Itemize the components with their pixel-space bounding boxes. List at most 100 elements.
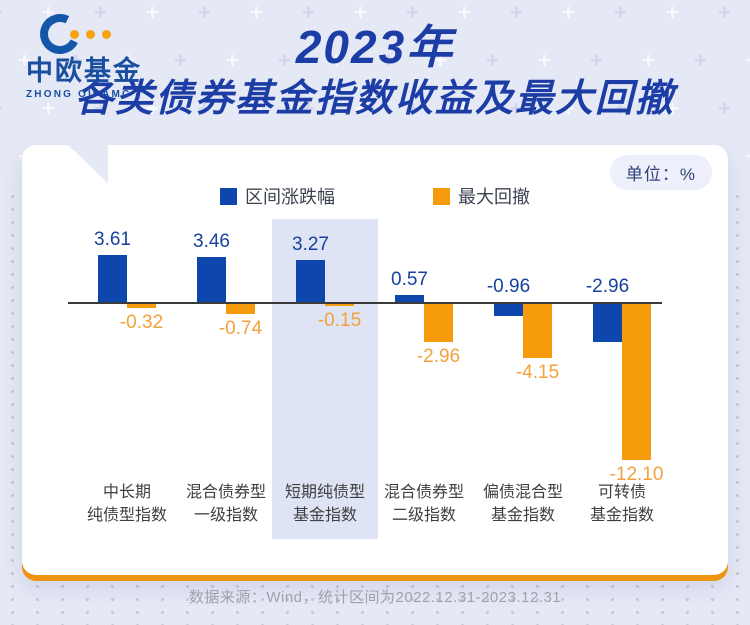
brand-name-en: ZHONG OU AMC	[26, 89, 132, 100]
plus-pattern-glyph: +	[302, 0, 315, 25]
plus-pattern-glyph: +	[146, 96, 159, 121]
plus-pattern-glyph: +	[250, 0, 263, 25]
bar-drawdown	[622, 304, 651, 461]
plus-pattern-glyph: +	[510, 0, 523, 25]
plus-pattern-glyph: +	[746, 50, 750, 72]
legend-item-return: 区间涨跌幅	[220, 183, 335, 209]
value-label-return: 3.27	[292, 233, 329, 255]
plus-pattern-glyph: +	[510, 96, 523, 121]
category-label-line: 中长期	[102, 484, 151, 501]
title-subject: 各类债券基金指数收益及最大回撤	[74, 77, 675, 120]
plus-pattern-glyph: +	[718, 0, 731, 25]
plus-pattern-glyph: +	[42, 96, 55, 121]
value-label-drawdown: -0.15	[317, 309, 362, 331]
category-label-line: 基金指数	[490, 507, 555, 524]
bar-return	[98, 255, 127, 302]
category-label: 偏债混合型 基金指数	[443, 481, 603, 527]
plus-pattern-glyph: +	[718, 96, 731, 121]
plus-pattern-glyph: +	[302, 96, 315, 121]
value-label-drawdown: -2.96	[416, 346, 461, 368]
highlight-column	[272, 219, 378, 539]
category-label: 中长期 纯债型指数	[47, 481, 207, 527]
plus-pattern-glyph: +	[538, 48, 551, 73]
chart-legend: 区间涨跌幅 最大回撤	[22, 183, 728, 209]
plus-pattern-glyph: +	[562, 96, 575, 121]
category-label-line: 二级指数	[391, 507, 456, 524]
plus-pattern-glyph: +	[146, 0, 159, 25]
plus-pattern-glyph: +	[666, 96, 679, 121]
title-year: 2023年	[295, 21, 455, 73]
category-label: 混合债券型 二级指数	[344, 481, 504, 527]
plus-pattern-glyph: +	[94, 96, 107, 121]
brand-name-cn: 中欧基金	[26, 56, 142, 86]
value-label-return: 3.61	[94, 229, 131, 251]
plus-pattern-glyph: +	[354, 96, 367, 121]
bar-return	[494, 304, 523, 317]
value-label-return: -2.96	[585, 276, 630, 297]
chart-card: 单位：% 区间涨跌幅 最大回撤 3.61 -0.32 中长期 纯债型指数 3.46 -0.…	[22, 145, 728, 575]
plus-pattern-glyph: +	[0, 2, 3, 24]
data-source-note: 数据来源：Wind，统计区间为2022.12.31-2023.12.31	[188, 589, 562, 606]
plus-pattern-glyph: +	[42, 0, 55, 25]
category-label-line: 一级指数	[193, 507, 258, 524]
plus-pattern-glyph: +	[330, 48, 343, 73]
plus-pattern-glyph: +	[0, 98, 3, 120]
category-label-line: 混合债券型	[383, 484, 464, 501]
plus-pattern-glyph: +	[70, 48, 83, 73]
category-label: 可转债 基金指数	[542, 481, 702, 527]
plus-pattern-glyph: +	[198, 96, 211, 121]
bar-return	[395, 294, 424, 302]
bar-drawdown	[424, 304, 453, 343]
logo-dot-icon	[70, 30, 79, 39]
plus-pattern-glyph: +	[406, 0, 419, 25]
plus-pattern-glyph: +	[406, 96, 419, 121]
plus-pattern-glyph: +	[458, 96, 471, 121]
bar-drawdown	[226, 304, 255, 314]
value-label-drawdown: -0.74	[218, 317, 263, 339]
category-label-line: 混合债券型	[185, 484, 266, 501]
plus-pattern-glyph: +	[486, 48, 499, 73]
plus-pattern-glyph: +	[694, 48, 707, 73]
plus-pattern-glyph: +	[458, 0, 471, 25]
plus-pattern-glyph: +	[198, 0, 211, 25]
legend-label: 最大回撤	[458, 187, 530, 207]
bar-chart: 3.61 -0.32 中长期 纯债型指数 3.46 -0.74 混合债券型一级指数 3.27 -…	[22, 145, 728, 575]
bar-drawdown	[523, 304, 552, 358]
logo-dot-icon	[86, 30, 95, 39]
category-label: 混合债券型 一级指数	[146, 481, 306, 527]
plus-pattern-glyph: +	[18, 48, 31, 73]
plus-pattern-glyph: +	[614, 96, 627, 121]
brand-logo: 中欧基金 ZHONG OU AMC	[26, 8, 146, 100]
plus-pattern-glyph: +	[614, 0, 627, 25]
legend-label: 区间涨跌幅	[245, 187, 335, 207]
brand-logo-icon	[26, 8, 146, 60]
plus-pattern-glyph: +	[226, 48, 239, 73]
category-label-line: 基金指数	[589, 507, 654, 524]
category-label-line: 偏债混合型	[482, 484, 563, 501]
plus-pattern-glyph: +	[642, 48, 655, 73]
value-label-drawdown: -0.32	[119, 312, 164, 334]
value-label-return: 3.46	[193, 231, 230, 253]
bar-return	[197, 257, 226, 302]
category-label-line: 可转债	[597, 484, 646, 501]
plus-pattern-glyph: +	[666, 0, 679, 25]
plus-pattern-glyph: +	[746, 146, 750, 168]
bar-return	[593, 304, 622, 343]
plus-pattern-glyph: +	[250, 96, 263, 121]
category-label: 短期纯债型 基金指数	[245, 481, 405, 527]
legend-swatch-orange-icon	[433, 187, 450, 205]
plus-pattern-glyph: +	[278, 48, 291, 73]
bar-return	[296, 259, 325, 302]
plus-pattern-glyph: +	[562, 0, 575, 25]
plus-pattern-glyph: +	[434, 48, 447, 73]
plus-pattern-glyph: +	[174, 48, 187, 73]
plus-pattern-glyph: +	[382, 48, 395, 73]
plus-pattern-glyph: +	[94, 0, 107, 25]
category-label-line: 短期纯债型	[284, 484, 365, 501]
bar-drawdown	[325, 304, 354, 306]
value-label-drawdown: -12.10	[609, 464, 664, 486]
category-label-line: 基金指数	[292, 507, 357, 524]
legend-item-drawdown: 最大回撤	[433, 183, 530, 209]
unit-badge: 单位：%	[609, 155, 712, 190]
plus-pattern-glyph: +	[354, 0, 367, 25]
